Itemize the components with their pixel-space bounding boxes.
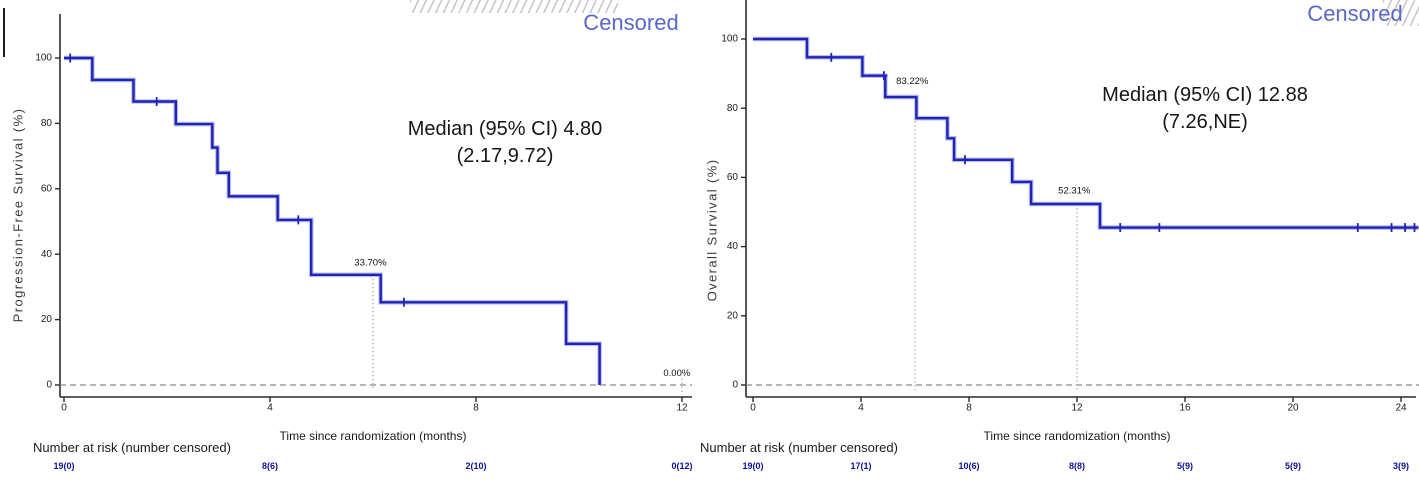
hatch-decoration-left (410, 0, 618, 13)
risk-count: 19(0) (53, 461, 74, 471)
risk-count: 17(1) (850, 461, 871, 471)
risk-table-header-left: Number at risk (number censored) (33, 440, 231, 455)
landmark-percent-label: 33.70% (354, 258, 387, 269)
y-tick-label: 0 (46, 380, 52, 391)
risk-count: 0(12) (671, 461, 692, 471)
y-tick-label: 100 (35, 53, 52, 64)
x-tick-label: 12 (1071, 402, 1083, 413)
risk-count: 5(9) (1285, 461, 1301, 471)
y-axis-title-right: Overall Survival (%) (704, 158, 720, 302)
landmark-percent-label: 0.00% (663, 368, 690, 379)
risk-count: 5(9) (1177, 461, 1193, 471)
x-tick-label: 4 (858, 402, 864, 413)
x-tick-label: 8 (473, 402, 479, 413)
x-tick-label: 0 (61, 402, 67, 413)
y-tick-label: 0 (732, 380, 738, 391)
y-tick-label: 80 (727, 103, 739, 114)
censored-legend-left: Censored (583, 10, 679, 35)
clipped-line-artifact (3, 8, 5, 57)
censored-legend-right: Censored (1307, 1, 1403, 26)
risk-count: 2(10) (465, 461, 486, 471)
x-tick-label: 20 (1287, 402, 1299, 413)
x-tick-label: 8 (966, 402, 972, 413)
median-line2-left: (2.17,9.72) (456, 145, 554, 167)
y-tick-label: 40 (727, 241, 739, 252)
median-annotation-left: Median (95% CI) 4.80 (2.17,9.72) (408, 116, 603, 170)
median-line2-right: (7.26,NE) (1162, 111, 1248, 133)
risk-count: 3(9) (1393, 461, 1409, 471)
y-tick-label: 20 (727, 310, 739, 321)
landmark-percent-label: 52.31% (1058, 185, 1091, 196)
km-curve-halo (64, 55, 602, 385)
y-tick-label: 60 (41, 183, 53, 194)
median-line1-left: Median (95% CI) 4.80 (407, 118, 603, 140)
risk-count: 19(0) (742, 461, 763, 471)
landmark-percent-label: 83.22% (896, 76, 929, 87)
x-tick-label: 16 (1179, 402, 1191, 413)
km-curve (64, 56, 601, 385)
median-line1-right: Median (95% CI) 12.88 (1102, 84, 1308, 106)
x-tick-label: 24 (1395, 402, 1407, 413)
y-tick-label: 100 (721, 34, 738, 45)
x-tick-label: 4 (267, 402, 273, 413)
risk-count: 10(6) (958, 461, 979, 471)
km-curve (753, 37, 1419, 229)
y-tick-label: 40 (41, 249, 53, 260)
x-axis-title-right: Time since randomization (months) (983, 429, 1171, 443)
y-tick-label: 60 (727, 172, 739, 183)
hatch-decoration-right (1383, 0, 1419, 26)
risk-count: 8(8) (1069, 461, 1085, 471)
x-axis-title-left: Time since randomization (months) (279, 429, 467, 443)
y-tick-label: 20 (41, 314, 53, 325)
risk-table-header-right: Number at risk (number censored) (700, 440, 898, 455)
risk-count: 8(6) (262, 461, 278, 471)
x-tick-label: 0 (750, 402, 756, 413)
median-annotation-right: Median (95% CI) 12.88 (7.26,NE) (1102, 82, 1308, 136)
x-tick-label: 12 (676, 402, 688, 413)
y-tick-label: 80 (41, 118, 53, 129)
km-curve-halo (753, 36, 1419, 230)
y-axis-title-left: Progression-Free Survival (%) (10, 107, 26, 323)
